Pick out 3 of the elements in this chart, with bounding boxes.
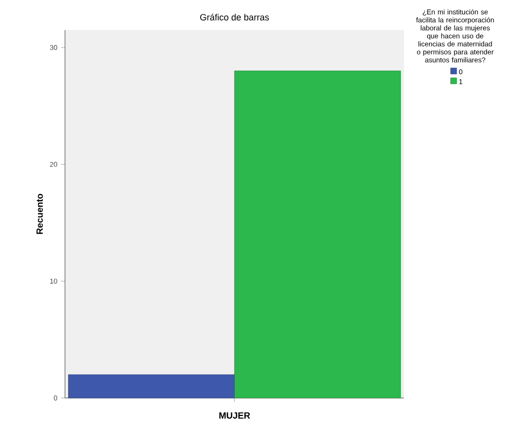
chart-title: Gráfico de barras bbox=[200, 14, 269, 20]
x-axis-title: MUJER bbox=[219, 412, 250, 419]
y-axis-title: Recuento bbox=[36, 194, 43, 234]
